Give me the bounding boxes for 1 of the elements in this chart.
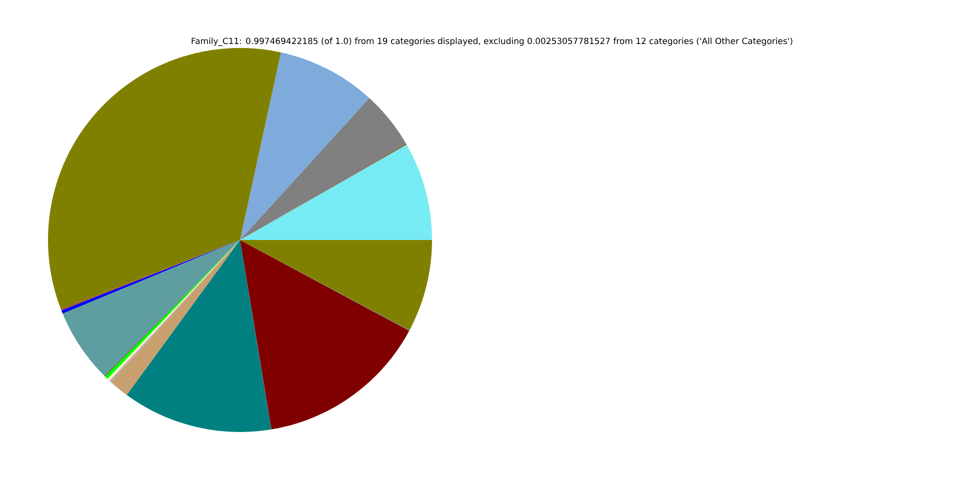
text: Family_C11: 0.997469422185 (of 1.0) from 19 categories displayed, excluding 0.00253057781527 from 12 categories ('All Other Categories') xyxy=(192,38,792,46)
